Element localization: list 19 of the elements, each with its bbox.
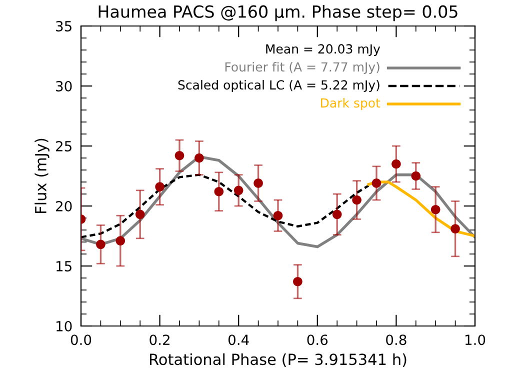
y-tick-label: 15 [56, 261, 72, 272]
x-tick-label: 0.2 [150, 334, 170, 346]
x-tick-label: 0.0 [70, 334, 92, 346]
annotation: Mean = 20.03 mJy [266, 44, 380, 56]
y-tick-label: 25 [56, 140, 72, 152]
x-axis-title: Rotational Phase (P= 3.915341 h) [150, 353, 406, 367]
text: Fourier fit (A = 7.77 mJy) [225, 62, 380, 74]
x-tick-label: 0.6 [307, 334, 328, 346]
y-tick-label: 20 [56, 200, 72, 212]
y-tick-label: 35 [56, 20, 72, 32]
x-tick-label: 1.0 [465, 334, 486, 346]
y-tick-label: 10 [56, 320, 72, 332]
x-tick-label: 0.8 [386, 334, 406, 346]
x-tick-label: 0.4 [228, 334, 249, 346]
y-tick-label: 30 [56, 80, 72, 92]
chart-title: Haumea PACS @160 μm. Phase step= 0.05 [98, 5, 458, 22]
text: Dark spot [321, 98, 380, 110]
y-axis-title: Flux (mJy) [34, 138, 50, 213]
text: Scaled optical LC (A = 5.22 mJy) [178, 80, 380, 92]
